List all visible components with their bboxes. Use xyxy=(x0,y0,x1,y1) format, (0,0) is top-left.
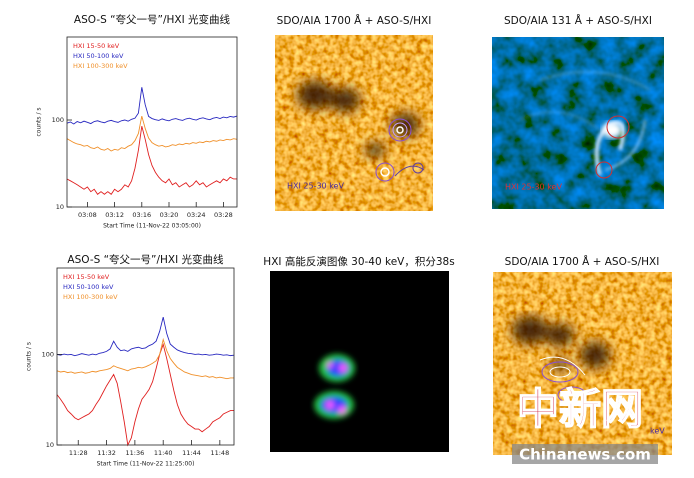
watermark-logo: 中新网 xyxy=(517,385,643,434)
sources xyxy=(314,354,355,419)
x-tick-label: 11:48 xyxy=(210,449,229,457)
watermark-site: Chinanews.com xyxy=(519,446,651,464)
x-axis-label: Start Time (11-Nov-22 11:25:00) xyxy=(97,461,195,468)
legend-entry: HXI 15-50 keV xyxy=(63,273,110,281)
hxi-contours xyxy=(595,115,630,179)
watermark-band xyxy=(512,444,658,464)
x-tick-label: 03:20 xyxy=(160,211,179,219)
image-panel: HXI 高能反演图像 30-40 keV，积分38s xyxy=(263,255,455,452)
bright-kernel xyxy=(602,122,622,138)
x-tick-label: 03:12 xyxy=(105,211,124,219)
sunspots xyxy=(512,316,610,371)
y-axis-label: counts / s xyxy=(36,107,43,136)
series-line xyxy=(66,126,237,195)
y-tick-label: 100 xyxy=(42,350,54,358)
x-tick-label: 03:08 xyxy=(78,211,97,219)
hxi-contours xyxy=(539,356,587,404)
x-tick-label: 11:32 xyxy=(97,449,116,457)
series-line xyxy=(66,115,238,152)
x-tick-label: 11:44 xyxy=(182,449,201,457)
image-title: SDO/AIA 131 Å + ASO-S/HXI xyxy=(504,14,652,27)
image-label: HXI 25-30 keV xyxy=(287,182,344,191)
hxi-contours xyxy=(375,118,425,182)
plot-frame xyxy=(56,267,235,446)
image-title: SDO/AIA 1700 Å + ASO-S/HXI xyxy=(277,14,432,27)
image-panel: SDO/AIA 131 Å + ASO-S/HXI HXI 25-30 keV xyxy=(492,14,664,209)
y-tick-label: 10 xyxy=(56,203,64,211)
image-label: keV xyxy=(650,427,665,436)
x-tick-label: 03:28 xyxy=(214,211,233,219)
chart-title: ASO-S “夸父一号”/HXI 光变曲线 xyxy=(67,253,224,266)
x-tick-label: 11:36 xyxy=(126,449,145,457)
chart-title: ASO-S “夸父一号”/HXI 光变曲线 xyxy=(74,13,231,26)
image-label: HXI 25-30 keV xyxy=(505,183,562,192)
image-title: SDO/AIA 1700 Å + ASO-S/HXI xyxy=(505,255,660,268)
image-panel: SDO/AIA 1700 Å + ASO-S/HXI keV 中新网 China… xyxy=(493,255,672,464)
hxi-image xyxy=(270,271,449,452)
x-axis-label: Start Time (11-Nov-22 03:05:00) xyxy=(103,223,201,230)
x-tick-label: 03:24 xyxy=(187,211,206,219)
legend-entry: HXI 15-50 keV xyxy=(73,42,120,50)
x-tick-label: 03:16 xyxy=(132,211,151,219)
image-panel: SDO/AIA 1700 Å + ASO-S/HXI HXI 25-30 keV xyxy=(275,14,433,211)
image-title: HXI 高能反演图像 30-40 keV，积分38s xyxy=(263,255,454,268)
series-line xyxy=(66,87,238,125)
light-curves: ASO-S “夸父一号”/HXI 光变曲线 Start Time (11-Nov-… xyxy=(26,13,238,468)
solar-image xyxy=(492,37,664,209)
plot-frame xyxy=(66,36,238,208)
x-tick-label: 11:28 xyxy=(69,449,88,457)
y-axis-label: counts / s xyxy=(26,342,33,371)
y-tick-label: 10 xyxy=(46,441,54,449)
series-line xyxy=(56,317,235,357)
solar-image xyxy=(493,272,672,455)
series-line xyxy=(56,342,234,447)
legend-entry: HXI 50-100 keV xyxy=(73,52,124,60)
x-tick-label: 11:40 xyxy=(154,449,173,457)
legend-entry: HXI 50-100 keV xyxy=(63,283,114,291)
legend-entry: HXI 100-300 keV xyxy=(73,62,128,70)
y-tick-label: 100 xyxy=(52,116,64,124)
legend-entry: HXI 100-300 keV xyxy=(63,293,118,301)
series-line xyxy=(56,337,234,380)
